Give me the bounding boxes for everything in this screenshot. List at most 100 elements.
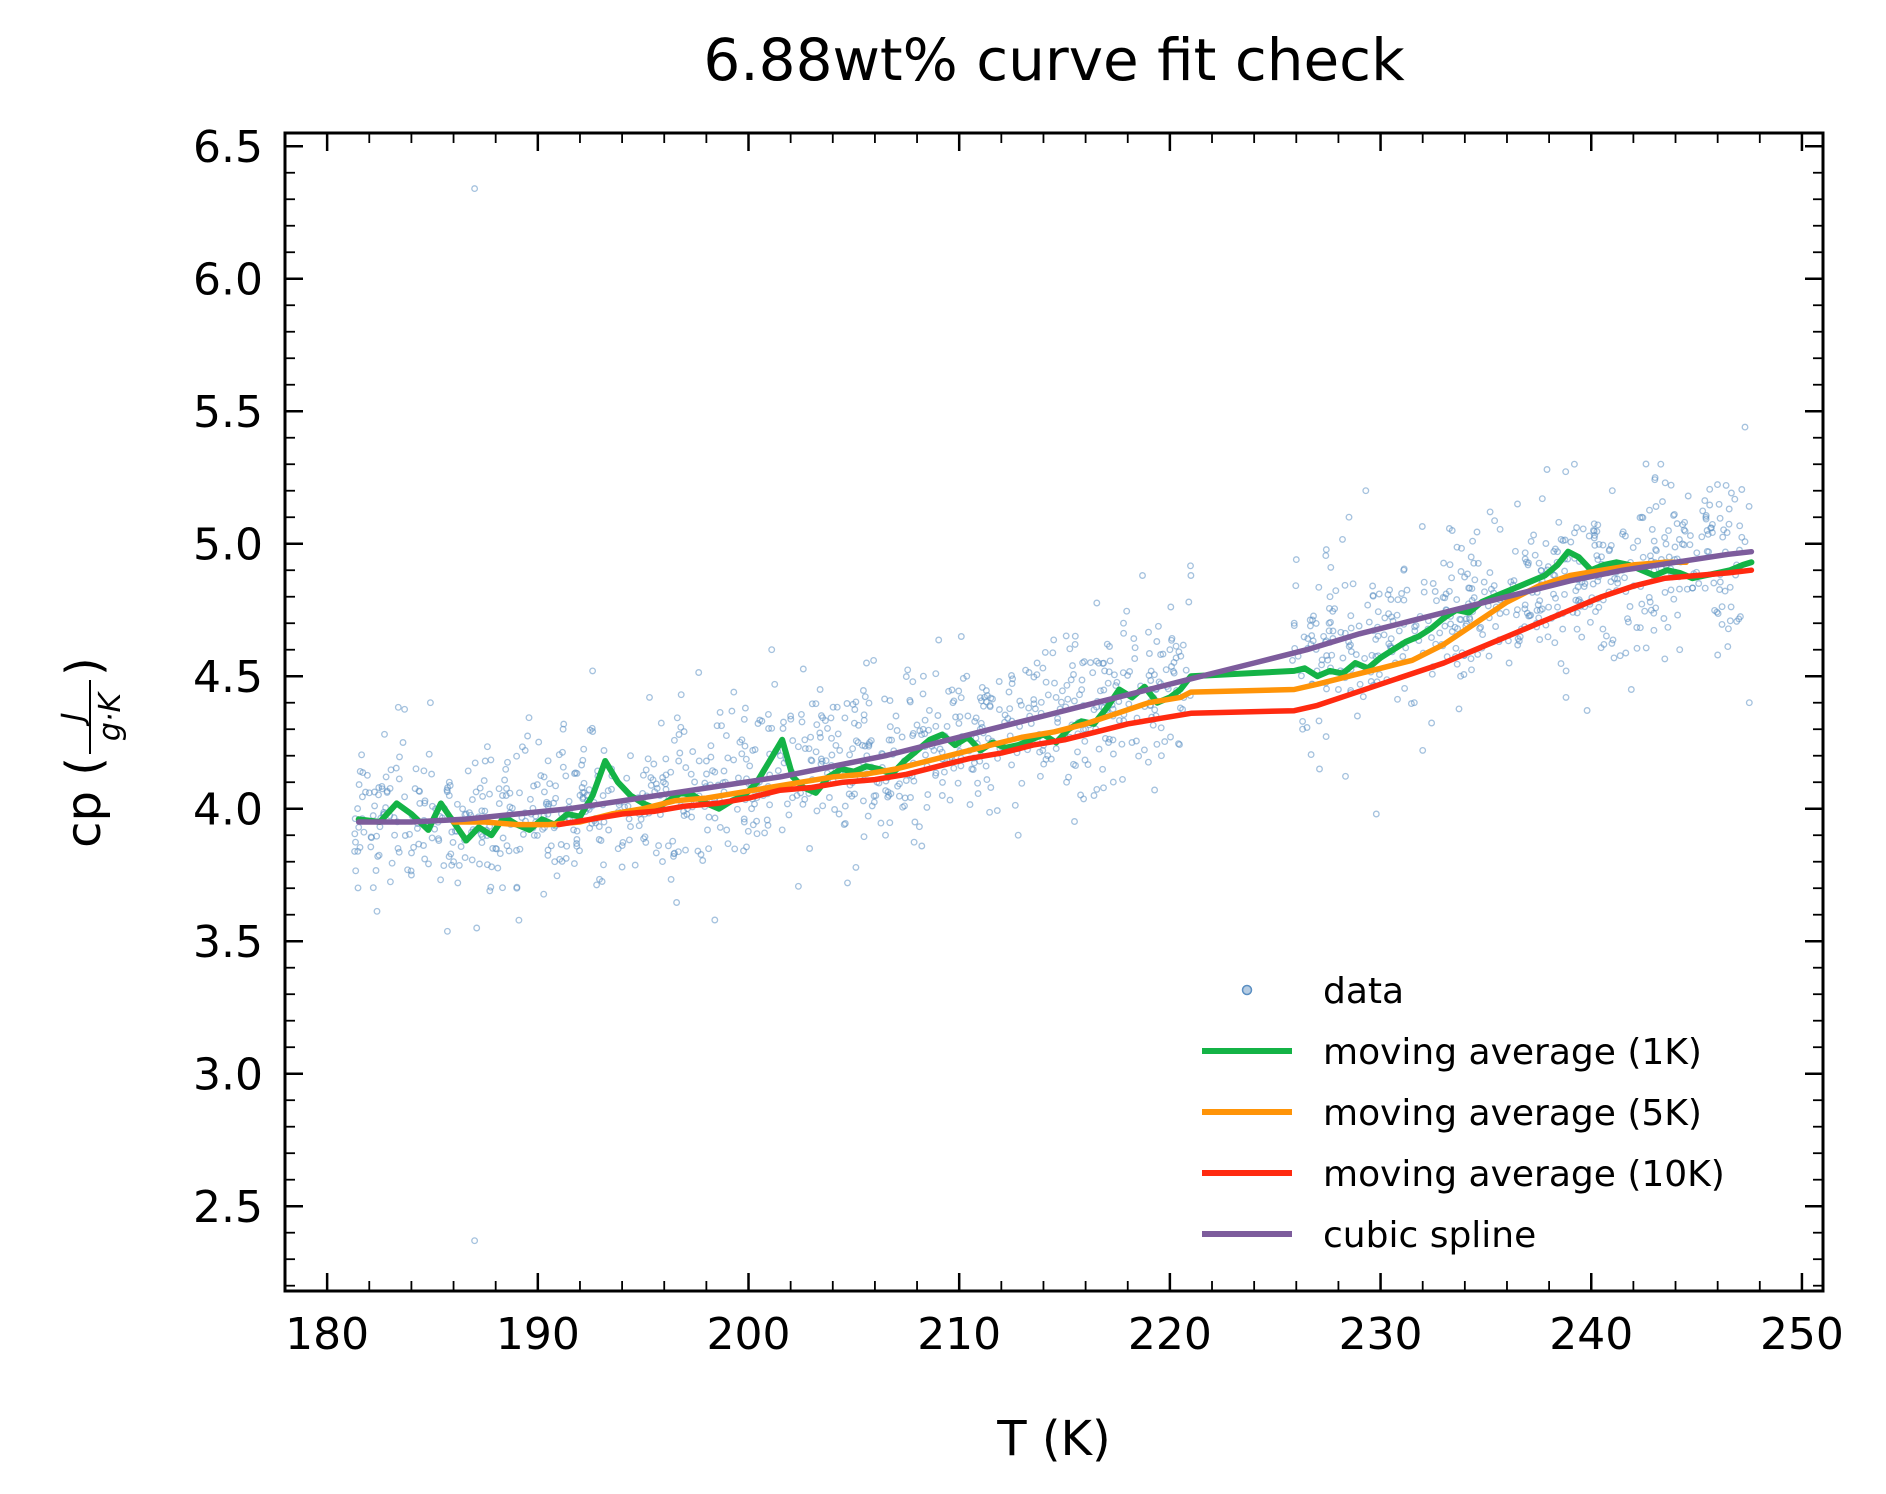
data-point <box>828 751 836 759</box>
data-point <box>593 881 601 889</box>
data-point <box>1613 575 1621 583</box>
data-point <box>1084 761 1092 769</box>
data-point <box>808 757 816 765</box>
data-point <box>559 763 567 771</box>
data-point <box>1309 637 1317 645</box>
data-point <box>351 830 359 838</box>
data-point <box>1431 588 1439 595</box>
data-point <box>884 793 892 801</box>
data-point <box>787 712 795 720</box>
data-point <box>1452 644 1460 652</box>
data-point <box>1112 682 1120 690</box>
data-point <box>1050 636 1058 644</box>
data-point <box>1079 659 1087 667</box>
data-point <box>1686 532 1694 540</box>
data-point <box>1037 698 1045 706</box>
data-point <box>386 878 394 886</box>
data-point <box>499 792 506 799</box>
data-point <box>1708 529 1716 537</box>
data-point <box>896 780 903 788</box>
data-point <box>1304 635 1312 643</box>
data-point <box>1639 553 1647 561</box>
data-point <box>476 860 483 868</box>
data-point <box>1394 695 1401 703</box>
data-point <box>1665 527 1672 535</box>
data-point <box>1726 583 1734 591</box>
x-tick-label: 230 <box>1339 1309 1423 1360</box>
data-point <box>1559 625 1567 633</box>
data-point <box>1157 752 1165 760</box>
data-point <box>1044 691 1052 699</box>
data-point <box>1646 552 1654 560</box>
y-axis-label-suffix: ) <box>56 657 112 676</box>
data-point <box>401 793 409 801</box>
data-point <box>680 728 688 736</box>
data-point <box>1105 735 1113 743</box>
series-line-moving-average-1k <box>355 548 1755 844</box>
data-point <box>910 777 918 785</box>
data-point <box>753 830 761 838</box>
y-axis-label-prefix: cp ( <box>56 757 112 848</box>
data-point <box>1511 547 1519 555</box>
data-point <box>1586 618 1594 626</box>
data-point <box>1667 481 1675 489</box>
data-point <box>367 843 375 851</box>
data-point <box>1512 611 1520 619</box>
data-point <box>771 680 779 688</box>
data-point <box>356 843 364 851</box>
data-point <box>1708 520 1716 528</box>
data-point <box>736 738 744 746</box>
data-point <box>1621 532 1629 540</box>
data-point <box>1465 584 1473 592</box>
data-point <box>1458 544 1465 552</box>
data-point <box>983 776 991 784</box>
data-point <box>1629 544 1637 552</box>
data-point <box>395 848 403 856</box>
data-point <box>515 916 523 924</box>
data-point <box>807 733 815 741</box>
data-point <box>473 924 481 932</box>
data-point <box>956 713 964 721</box>
data-point <box>1150 671 1158 679</box>
data-point <box>1316 765 1323 773</box>
data-point <box>652 849 660 857</box>
data-point <box>978 683 986 691</box>
data-point <box>1167 733 1174 741</box>
data-point <box>1580 583 1588 590</box>
data-point <box>1062 632 1070 640</box>
data-point <box>1054 718 1062 726</box>
data-point <box>486 887 494 895</box>
data-point <box>388 859 396 867</box>
data-point <box>1636 514 1644 522</box>
data-point <box>595 836 603 843</box>
data-point <box>1716 586 1724 594</box>
data-point <box>546 780 554 788</box>
data-point <box>383 788 391 796</box>
data-point <box>1069 662 1076 670</box>
data-point <box>680 812 688 820</box>
data-point <box>955 719 963 727</box>
data-point <box>1400 565 1408 573</box>
data-point <box>1041 648 1049 656</box>
data-point <box>1633 644 1641 652</box>
y-axis-label-numerator: J <box>56 713 91 727</box>
data-point <box>682 846 689 854</box>
data-point <box>892 712 900 720</box>
data-point <box>886 697 894 705</box>
data-point <box>1044 752 1052 760</box>
data-point <box>457 843 465 851</box>
data-point <box>724 840 732 848</box>
data-point <box>588 724 596 732</box>
data-point <box>1624 618 1632 626</box>
data-point <box>448 861 456 869</box>
data-point <box>599 792 607 800</box>
data-point <box>1105 668 1113 676</box>
data-point <box>1621 574 1628 582</box>
data-point <box>705 813 713 821</box>
data-point <box>1071 640 1079 648</box>
data-point <box>764 710 772 718</box>
data-point <box>573 836 581 843</box>
data-point <box>604 787 612 795</box>
data-point <box>925 726 933 734</box>
